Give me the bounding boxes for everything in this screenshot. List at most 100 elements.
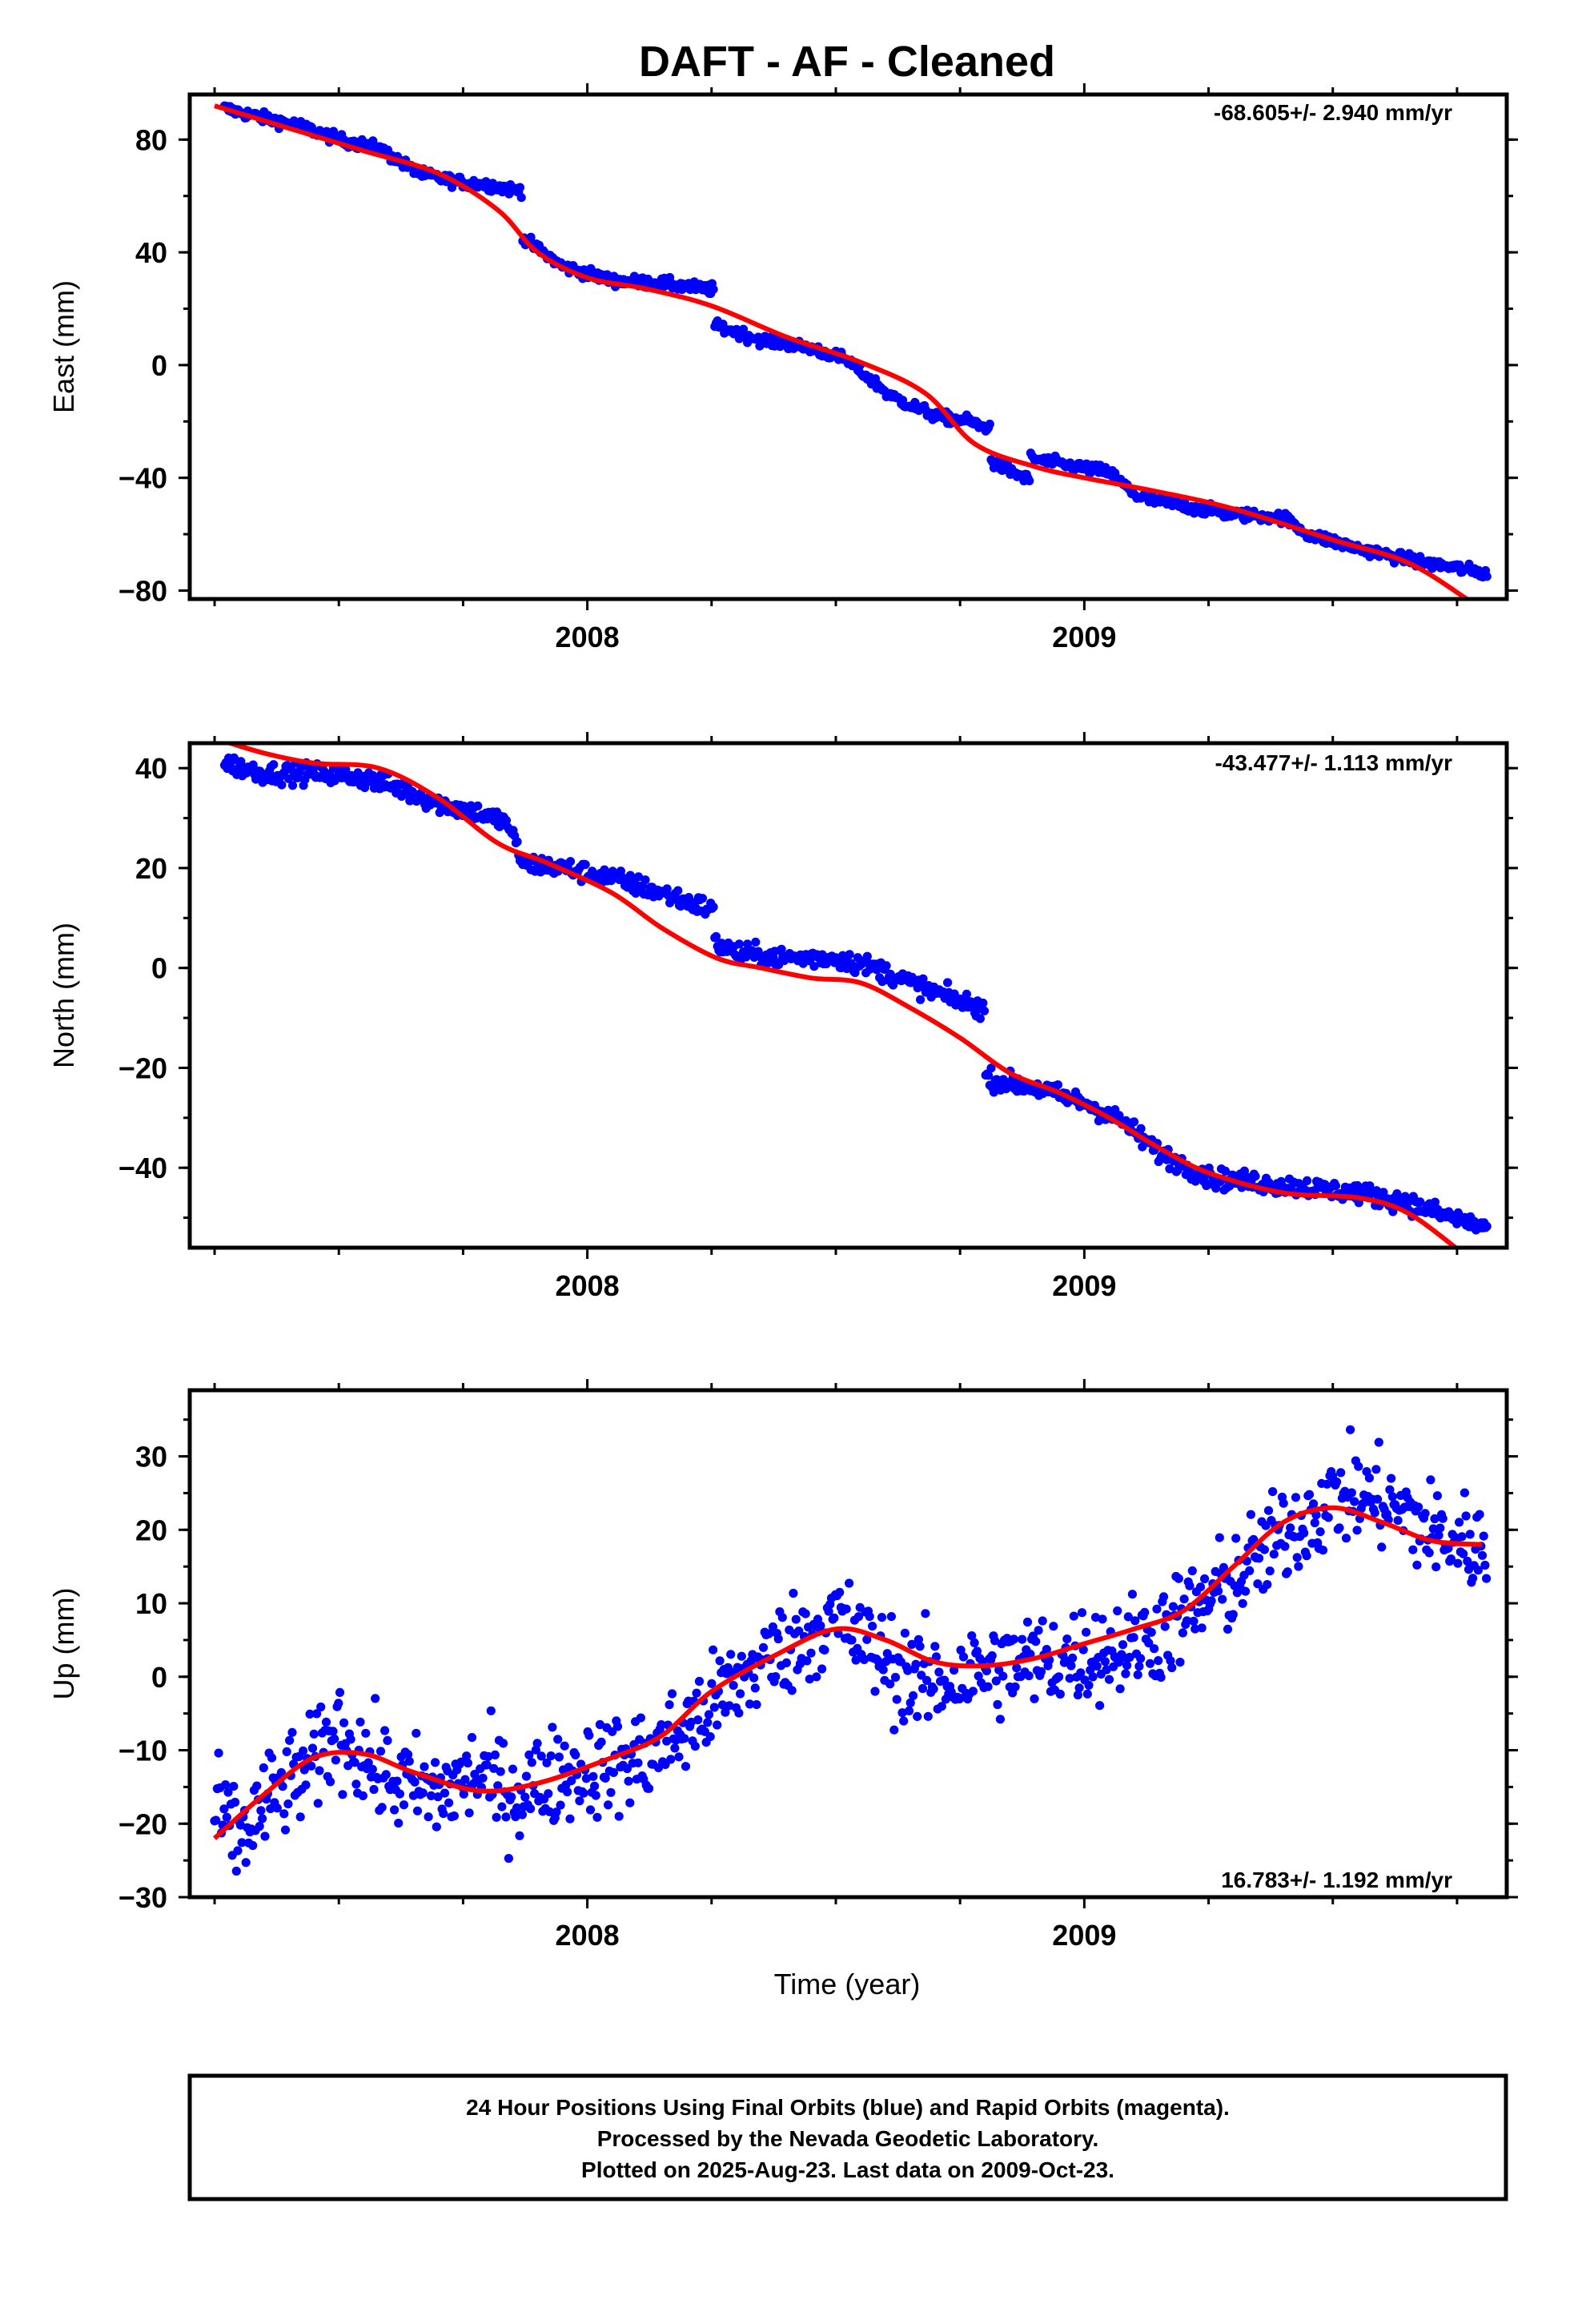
up-data-point [1054, 1672, 1064, 1682]
up-data-point [749, 1673, 759, 1683]
up-data-point [330, 1734, 339, 1743]
up-data-point [1374, 1437, 1383, 1447]
up-data-point [1166, 1656, 1175, 1666]
up-data-point [1292, 1553, 1302, 1562]
up-data-point [575, 1796, 584, 1806]
up-data-point [773, 1634, 783, 1644]
up-data-point [1263, 1580, 1272, 1590]
up-data-point [584, 1731, 594, 1740]
footer-line-1: 24 Hour Positions Using Final Orbits (bl… [466, 2095, 1230, 2120]
up-data-point [1370, 1508, 1379, 1518]
up-data-point [1304, 1490, 1315, 1499]
up-data-point [546, 1751, 556, 1761]
up-data-point [1038, 1616, 1047, 1626]
up-data-point [467, 1733, 477, 1743]
up-data-point [812, 1672, 821, 1682]
up-data-point [1036, 1667, 1046, 1676]
up-data-points [210, 1425, 1492, 1876]
up-data-point [1168, 1602, 1178, 1611]
up-data-point [1129, 1633, 1138, 1642]
up-data-point [1412, 1560, 1422, 1570]
up-data-point [1104, 1675, 1114, 1684]
up-data-point [1473, 1566, 1483, 1575]
up-data-point [515, 1831, 524, 1840]
up-data-point [449, 1811, 460, 1821]
north-data-point [962, 989, 971, 999]
up-data-point [1268, 1487, 1278, 1497]
up-data-point [339, 1718, 349, 1727]
up-data-point [237, 1838, 247, 1848]
up-data-point [1100, 1657, 1110, 1667]
up-data-point [1130, 1616, 1140, 1626]
up-data-point [1145, 1659, 1155, 1668]
up-data-point [1241, 1586, 1251, 1596]
up-data-point [542, 1758, 552, 1767]
up-data-point [1347, 1488, 1356, 1498]
up-data-point [1152, 1604, 1162, 1614]
up-data-point [674, 1752, 684, 1762]
up-data-point [316, 1702, 326, 1712]
up-data-point [841, 1604, 851, 1614]
up-data-point [536, 1751, 546, 1761]
up-data-point [380, 1726, 390, 1735]
up-data-point [418, 1788, 428, 1798]
north-data-point [809, 962, 819, 971]
up-data-point [517, 1810, 528, 1819]
footer-line-3: Plotted on 2025-Aug-23. Last data on 200… [581, 2157, 1114, 2182]
east-axis-ticks: 2008 2009 80 40 0 −40 −80 [118, 83, 1518, 653]
east-data-point [1025, 476, 1034, 486]
up-data-point [694, 1676, 705, 1687]
up-data-point [624, 1776, 633, 1786]
up-data-point [1066, 1661, 1076, 1671]
north-data-point [709, 903, 718, 912]
north-data-point [777, 944, 786, 954]
up-data-point [548, 1723, 557, 1732]
up-data-point [1012, 1663, 1022, 1673]
up-data-point [707, 1679, 717, 1688]
up-data-point [258, 1814, 267, 1823]
up-data-point [1318, 1546, 1328, 1555]
up-data-point [1263, 1506, 1274, 1515]
north-data-point [1303, 1176, 1312, 1185]
up-data-point [791, 1614, 801, 1624]
up-data-point [1076, 1668, 1086, 1678]
up-data-point [606, 1787, 616, 1797]
up-data-point [1136, 1654, 1146, 1663]
up-data-point [897, 1708, 907, 1718]
up-data-point [868, 1622, 877, 1631]
up-data-point [581, 1774, 592, 1783]
up-data-point [412, 1728, 421, 1738]
up-data-point [662, 1736, 672, 1746]
up-data-point [524, 1750, 534, 1759]
north-data-point [1430, 1197, 1440, 1207]
up-data-point [1095, 1701, 1105, 1711]
up-data-point [1335, 1523, 1344, 1533]
up-data-point [579, 1788, 588, 1798]
up-data-point [1480, 1560, 1490, 1570]
up-data-point [1387, 1474, 1396, 1483]
east-panel: 2008 2009 80 40 0 −40 −80 East (mm) -68.605+/-… [47, 83, 1518, 653]
up-data-point [1178, 1628, 1187, 1638]
up-data-point [614, 1811, 624, 1821]
up-data-point [394, 1819, 404, 1828]
up-data-point [667, 1689, 677, 1699]
up-data-point [410, 1777, 420, 1787]
east-x-tick-label: 2009 [1052, 621, 1116, 653]
up-data-point [1460, 1488, 1469, 1498]
up-data-point [1354, 1462, 1363, 1471]
up-data-point [956, 1645, 966, 1655]
up-ylabel: Up (mm) [47, 1588, 80, 1700]
north-data-points [219, 753, 1492, 1235]
up-data-point [1350, 1497, 1359, 1506]
east-y-tick-label: −40 [118, 462, 167, 495]
up-data-point [633, 1758, 643, 1767]
up-data-point [596, 1737, 606, 1747]
north-data-point [1136, 1124, 1146, 1133]
up-data-point [463, 1758, 473, 1768]
up-data-point [1364, 1474, 1374, 1483]
up-data-point [608, 1767, 619, 1777]
up-data-point [1062, 1634, 1072, 1644]
up-data-point [1283, 1567, 1292, 1577]
north-y-tick-label: 40 [135, 752, 167, 785]
up-data-point [721, 1707, 730, 1717]
